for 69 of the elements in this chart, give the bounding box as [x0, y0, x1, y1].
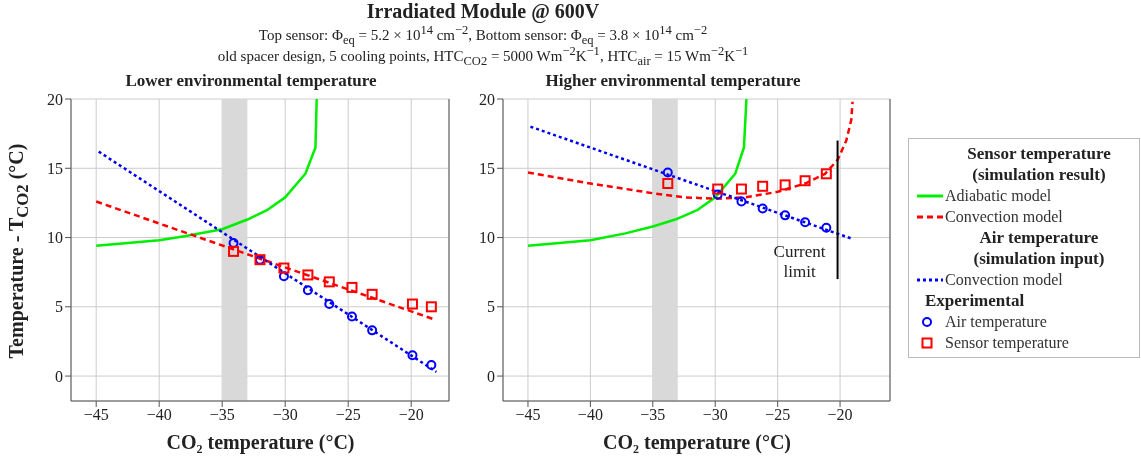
point: [426, 359, 437, 370]
point: [425, 301, 437, 313]
x-axis-title: CO₂ temperature (°C): [165, 431, 356, 454]
point: [366, 288, 378, 300]
legend-label: Convection model: [945, 270, 1063, 290]
y-tick-label: 5: [487, 298, 495, 316]
point: [324, 299, 335, 310]
x-tick-label: −20: [827, 406, 853, 424]
x-tick-label: −40: [146, 406, 172, 424]
point: [757, 180, 769, 192]
point: [712, 189, 723, 200]
x-tick-label: −30: [272, 406, 298, 424]
legend-label: Sensor temperature: [945, 333, 1069, 353]
point: [712, 183, 724, 195]
legend-label: Air temperature: [945, 312, 1047, 332]
chart-title: Higher environmental temperature: [545, 71, 801, 90]
point: [780, 210, 791, 221]
x-tick-label: −45: [515, 406, 541, 424]
point: [302, 285, 313, 296]
text: Irradiated Module @ 600V: [365, 0, 601, 22]
point: [302, 269, 314, 281]
text: Air temperature (simulation input): [972, 227, 1106, 269]
y-tick-label: 20: [47, 90, 63, 108]
point: [346, 311, 357, 322]
point: [406, 298, 418, 310]
annotation: Current limit: [773, 242, 826, 282]
point: [662, 167, 673, 178]
y-tick-label: 0: [55, 367, 63, 385]
text: Experimental: [924, 290, 1026, 311]
point: [800, 217, 811, 228]
point: [821, 222, 832, 233]
x-tick-label: −20: [398, 406, 424, 424]
point: [228, 238, 239, 249]
x-axis-title: CO₂ temperature (°C): [602, 431, 792, 454]
legend-label: Convection model: [945, 207, 1063, 227]
y-tick-label: 5: [55, 298, 63, 316]
x-tick-label: −35: [209, 406, 235, 424]
x-tick-label: −35: [640, 406, 666, 424]
y-tick-label: 10: [479, 229, 495, 247]
point: [662, 178, 674, 189]
point: [736, 196, 747, 207]
line-series: [526, 99, 748, 248]
y-tick-label: 15: [47, 159, 63, 177]
point: [367, 325, 378, 336]
point: [735, 183, 747, 195]
line-series: [94, 99, 318, 248]
x-tick-label: −45: [83, 406, 109, 424]
y-tick-label: 15: [479, 159, 495, 177]
text: Top sensor: Φ$_{eq}$ = 5.2 × 10$^{14}$ cm$^{−2}$, Bottom sensor: Φ$_{eq}$ = 3.8 × 10$^{14}$ cm$^{−2}$: [258, 23, 708, 47]
point: [346, 281, 358, 293]
x-tick-label: −25: [765, 406, 791, 424]
legend-label: Adiabatic model: [945, 186, 1052, 206]
point: [407, 350, 418, 361]
point: [278, 271, 289, 282]
point: [278, 262, 290, 274]
chart-title: Lower environmental temperature: [125, 71, 377, 90]
point: [757, 203, 768, 214]
point: [228, 245, 240, 257]
y-tick-label: 20: [479, 90, 495, 108]
x-tick-label: −40: [577, 406, 603, 424]
y-tick-label: 0: [487, 367, 495, 385]
x-tick-label: −30: [702, 406, 728, 424]
x-tick-label: −25: [335, 406, 361, 424]
y-tick-label: 10: [47, 229, 63, 247]
text: Sensor temperature (simulation result): [966, 143, 1112, 185]
point: [323, 276, 335, 288]
point: [820, 168, 832, 180]
point: [799, 175, 811, 187]
point: [779, 179, 791, 191]
